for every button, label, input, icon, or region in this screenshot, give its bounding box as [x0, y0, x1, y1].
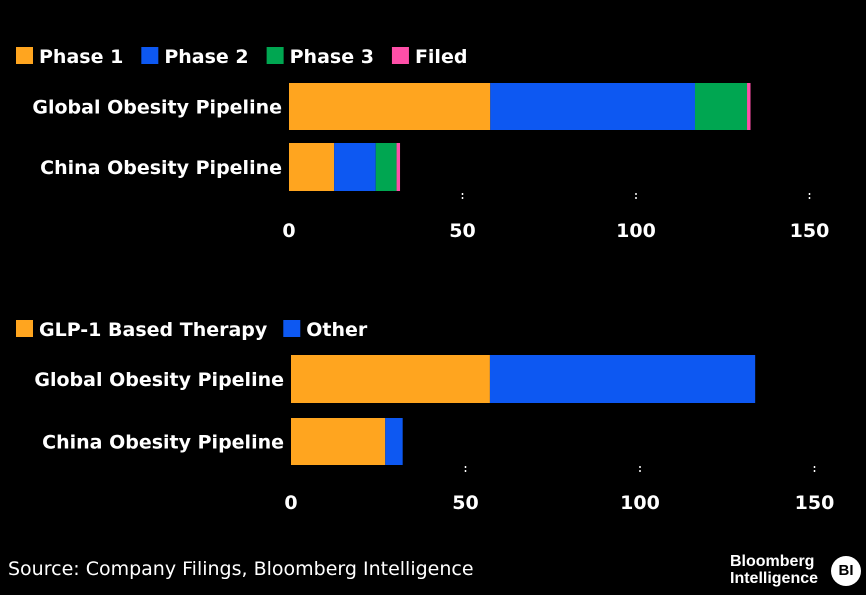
- chart-2-bar-1-series-2: [489, 355, 756, 403]
- chart-2-tick-label-2: 50: [452, 492, 478, 514]
- chart-1-bar-1-series-1: [289, 83, 491, 130]
- chart-2-legend-label-1: GLP-1 Based Therapy: [39, 319, 268, 341]
- chart-2-tick-label-4: 150: [795, 492, 835, 514]
- brand-logo: Bloomberg Intelligence: [730, 553, 818, 587]
- chart-2-tick-label-1: 0: [284, 492, 297, 514]
- brand-line-1: Bloomberg: [730, 553, 815, 570]
- chart-1-bar-2-series-3: [375, 143, 397, 191]
- chart-2-bar-2-series-1: [291, 418, 386, 465]
- chart-1-tick-label-2: 50: [449, 220, 475, 242]
- brand-line-2: Intelligence: [730, 570, 819, 587]
- brand-badge-icon: BI: [831, 556, 861, 586]
- chart-1-legend-label-3: Phase 3: [290, 46, 374, 68]
- chart-1-bar-1-series-4: [747, 83, 751, 130]
- chart-2-category-label-2: China Obesity Pipeline: [42, 432, 284, 454]
- chart-1-legend-swatch-2: [141, 47, 159, 64]
- chart-1-legend-swatch-1: [16, 47, 33, 64]
- chart-1-category-label-1: Global Obesity Pipeline: [32, 97, 282, 119]
- chart-1-bar-2-series-2: [334, 143, 376, 191]
- chart-2-category-label-1: Global Obesity Pipeline: [34, 369, 284, 391]
- chart-2-bar-1-series-1: [291, 355, 490, 403]
- chart-2-tick-label-3: 100: [620, 492, 660, 514]
- chart-1-bar-1-series-2: [490, 83, 695, 130]
- chart-1-legend-label-1: Phase 1: [39, 46, 123, 68]
- chart-1-legend-swatch-4: [391, 47, 409, 64]
- chart-1-bar-2-series-1: [289, 143, 335, 191]
- chart-2-legend-swatch-1: [16, 320, 33, 337]
- chart-2-legend-label-2: Other: [306, 319, 368, 341]
- source-note: Source: Company Filings, Bloomberg Intel…: [8, 558, 474, 580]
- chart-1-tick-label-4: 150: [790, 220, 830, 242]
- chart-1-legend-label-4: Filed: [415, 46, 468, 68]
- chart-1-bar-2-series-4: [396, 143, 401, 191]
- chart-1-bar-1-series-3: [694, 83, 748, 130]
- chart-1-category-label-2: China Obesity Pipeline: [40, 157, 282, 179]
- chart-1-legend-swatch-3: [266, 47, 284, 64]
- chart-1-legend-label-2: Phase 2: [164, 46, 248, 68]
- chart-2-legend-swatch-2: [283, 320, 301, 337]
- chart-1-tick-label-1: 0: [282, 220, 295, 242]
- chart-2-bar-2-series-2: [385, 418, 403, 465]
- chart-1-tick-label-3: 100: [616, 220, 656, 242]
